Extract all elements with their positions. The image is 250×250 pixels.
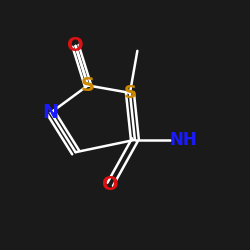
Text: S: S — [81, 76, 95, 95]
Text: S: S — [124, 84, 136, 102]
Text: O: O — [67, 36, 84, 56]
Text: N: N — [43, 103, 59, 122]
Text: O: O — [102, 175, 118, 194]
Text: NH: NH — [170, 131, 197, 149]
